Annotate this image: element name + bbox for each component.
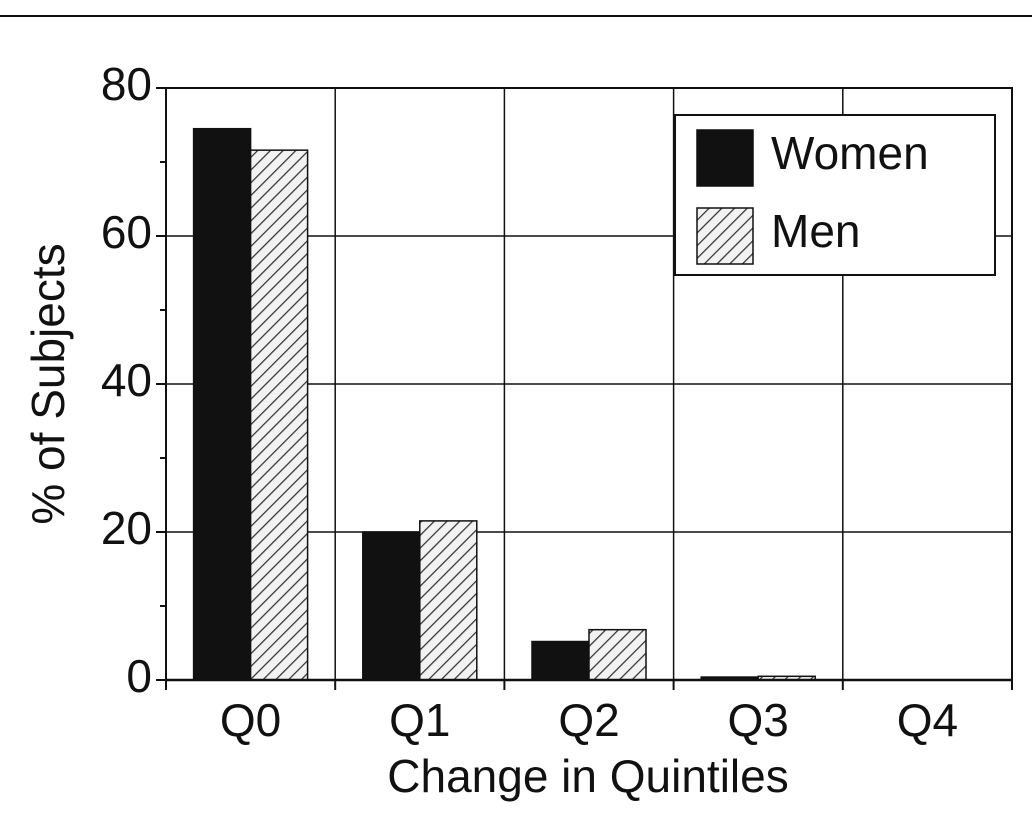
x-tick-label: Q0 [220, 694, 281, 746]
y-tick-label: 40 [101, 354, 152, 406]
x-tick-label: Q1 [389, 694, 450, 746]
bar [531, 640, 590, 681]
legend-swatch [696, 129, 754, 187]
y-tick-label: 20 [101, 502, 152, 554]
y-tick-label: 0 [126, 650, 152, 702]
bar [362, 531, 421, 681]
x-tick-label: Q2 [558, 694, 619, 746]
bar [588, 628, 647, 681]
legend-label: Men [771, 205, 860, 257]
y-tick-label: 60 [101, 206, 152, 258]
y-axis-label: % of Subjects [22, 243, 74, 524]
x-tick-label: Q3 [728, 694, 789, 746]
x-tick-label: Q4 [897, 694, 958, 746]
legend-swatch [696, 207, 754, 265]
bar [419, 520, 478, 681]
legend-label: Women [771, 127, 929, 179]
bar [249, 149, 309, 681]
bar [192, 127, 252, 681]
x-axis-label: Change in Quintiles [387, 750, 788, 802]
y-tick-label: 80 [101, 58, 152, 110]
